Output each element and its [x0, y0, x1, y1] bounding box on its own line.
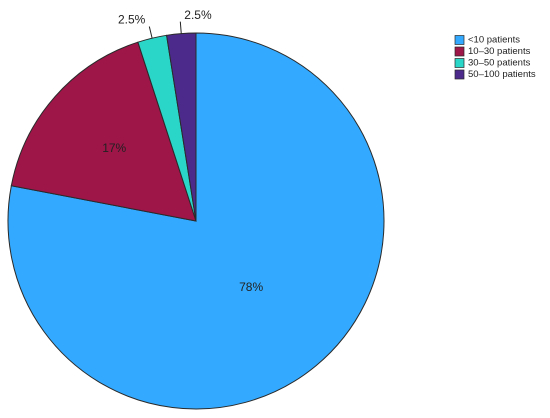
- leader-line: [179, 21, 182, 34]
- legend-label: 10–30 patients: [468, 46, 531, 57]
- leader-line: [148, 26, 153, 39]
- legend-label: 50–100 patients: [468, 69, 536, 80]
- data-label: 78%: [239, 280, 263, 294]
- legend-swatch: [454, 46, 465, 57]
- data-label: 17%: [102, 141, 126, 155]
- legend-label: <10 patients: [468, 35, 520, 46]
- pie-slice: [10, 41, 197, 222]
- legend-swatch: [454, 58, 465, 68]
- legend-label: 30–50 patients: [468, 58, 531, 69]
- legend-swatch: [454, 69, 465, 80]
- data-label: 2.5%: [118, 13, 146, 27]
- legend-swatch: [454, 35, 465, 45]
- data-label: 2.5%: [184, 8, 212, 22]
